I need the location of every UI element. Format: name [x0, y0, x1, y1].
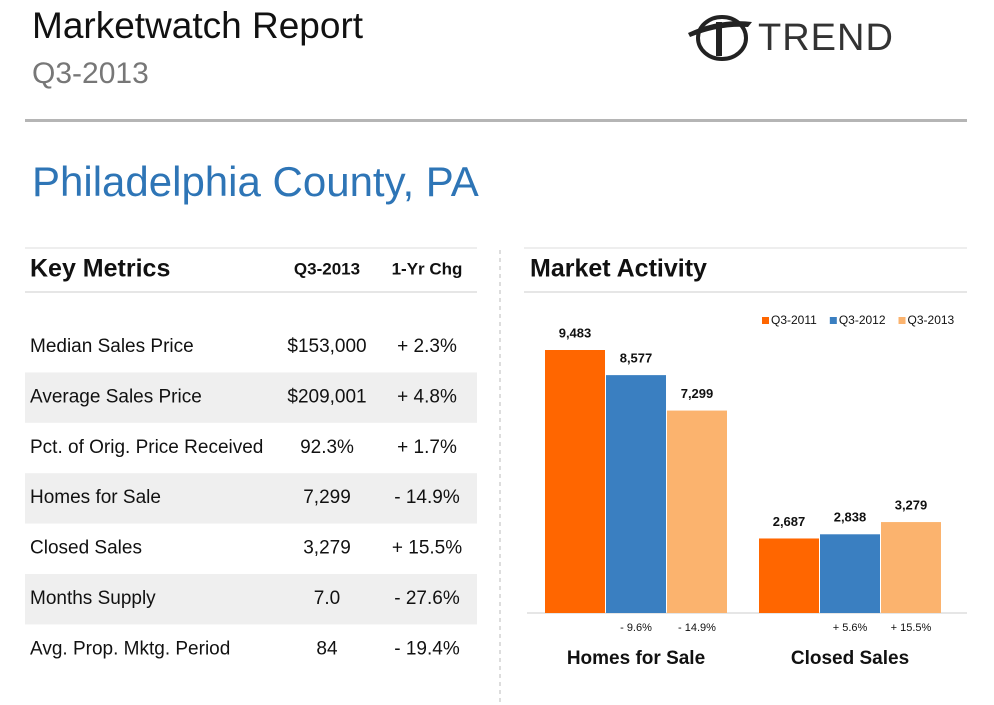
value-label: 7,299: [681, 386, 714, 401]
metric-change: + 15.5%: [392, 538, 462, 559]
metric-label: Pct. of Orig. Price Received: [30, 437, 263, 458]
logo: TREND: [688, 15, 894, 61]
metric-change: + 1.7%: [397, 437, 457, 458]
logo-swoosh: [688, 21, 752, 37]
change-label: + 15.5%: [891, 622, 932, 634]
bar: [545, 350, 605, 613]
metric-change: - 19.4%: [394, 638, 460, 659]
change-label: - 14.9%: [678, 622, 716, 634]
header-rule: [25, 119, 967, 122]
metric-change: + 2.3%: [397, 336, 457, 357]
change-label: - 9.6%: [620, 622, 652, 634]
metric-value: $209,001: [287, 386, 366, 407]
chart-title: Market Activity: [530, 255, 707, 283]
bar: [820, 534, 880, 613]
legend-label: Q3-2012: [839, 313, 886, 327]
legend-swatch: [898, 317, 906, 324]
logo-ring: [696, 15, 748, 61]
metric-label: Closed Sales: [30, 538, 142, 559]
category-label: Homes for Sale: [567, 648, 705, 669]
metric-label: Months Supply: [30, 588, 156, 609]
bar: [667, 410, 727, 613]
metric-change: + 4.8%: [397, 386, 457, 407]
value-label: 2,838: [834, 510, 867, 525]
report-title: Marketwatch Report: [32, 5, 364, 46]
column-header: Q3-2013: [294, 259, 360, 278]
metric-value: 84: [316, 638, 338, 659]
value-label: 9,483: [559, 325, 592, 340]
metric-value: 7.0: [314, 588, 340, 609]
value-label: 3,279: [895, 497, 928, 512]
bar: [759, 538, 819, 613]
metric-value: 7,299: [303, 487, 351, 508]
metric-change: - 27.6%: [394, 588, 460, 609]
metric-label: Homes for Sale: [30, 487, 161, 508]
metric-label: Avg. Prop. Mktg. Period: [30, 638, 230, 659]
metric-value: 92.3%: [300, 437, 354, 458]
bar: [606, 375, 666, 613]
metric-value: $153,000: [287, 336, 366, 357]
row-shade: [25, 473, 477, 524]
legend-label: Q3-2011: [771, 313, 817, 327]
metric-value: 3,279: [303, 538, 351, 559]
column-header: 1-Yr Chg: [392, 259, 463, 278]
metric-label: Average Sales Price: [30, 386, 202, 407]
value-label: 2,687: [773, 514, 806, 529]
legend-label: Q3-2013: [908, 313, 955, 327]
table-title: Key Metrics: [30, 255, 170, 283]
bar: [881, 522, 941, 613]
row-shade: [25, 372, 477, 423]
metric-label: Median Sales Price: [30, 336, 194, 357]
logo-bar: [716, 22, 722, 56]
change-label: + 5.6%: [833, 622, 868, 634]
logo-text: TREND: [758, 17, 894, 59]
category-label: Closed Sales: [791, 648, 909, 669]
legend-swatch: [762, 317, 769, 324]
value-label: 8,577: [620, 351, 653, 366]
metric-change: - 14.9%: [394, 487, 460, 508]
region-title: Philadelphia County, PA: [32, 158, 479, 205]
legend-swatch: [829, 317, 837, 324]
row-shade: [25, 574, 477, 625]
report-subtitle: Q3-2013: [32, 57, 149, 90]
